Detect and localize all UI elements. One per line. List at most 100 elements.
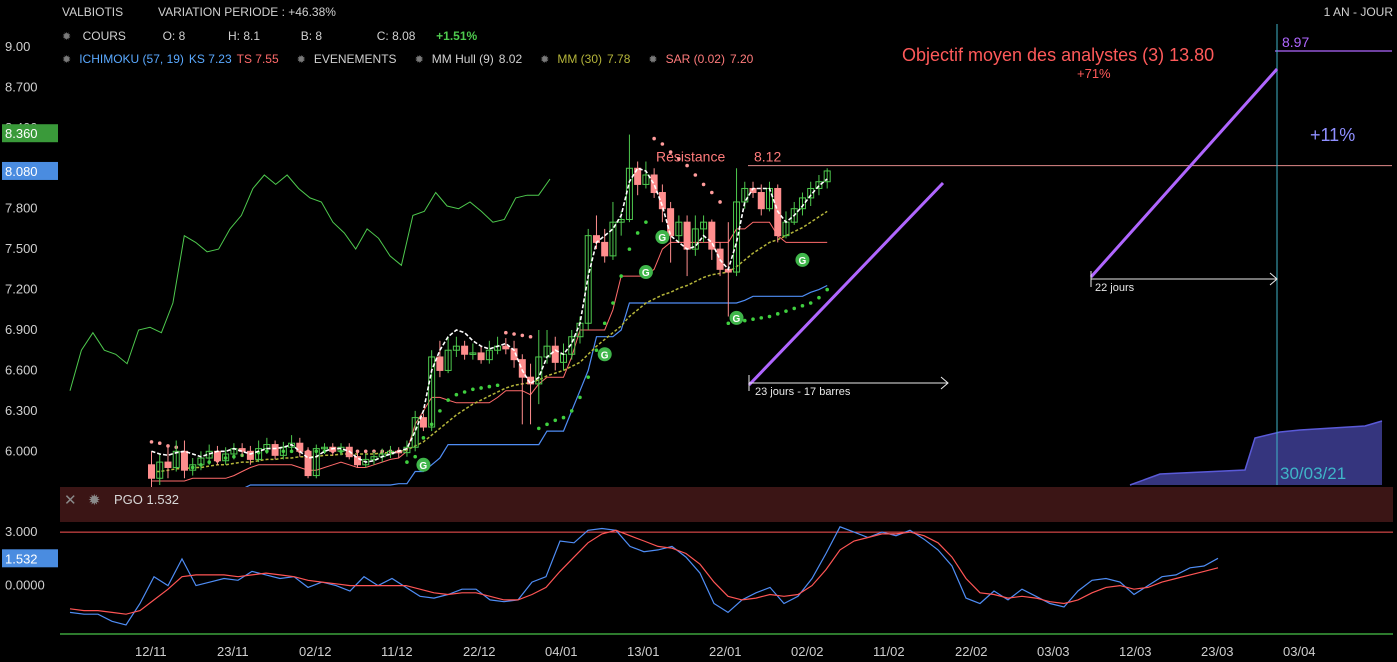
ichimoku-ks-line (151, 284, 828, 490)
x-tick-label: 22/01 (709, 644, 742, 659)
y-tick-label: 9.00 (5, 39, 30, 54)
indicator-label[interactable]: SAR (0.02) (665, 52, 725, 66)
candle-body (609, 221, 617, 257)
x-tick-label: 22/02 (955, 644, 988, 659)
indicator-label[interactable]: TS 7.55 (236, 52, 279, 66)
indicator-label[interactable]: MM (30) (557, 52, 603, 66)
span-arrow-2-head (1269, 272, 1278, 286)
indicator-label[interactable]: KS 7.23 (188, 52, 232, 66)
sar-dot (701, 182, 706, 187)
candle-body (271, 444, 279, 456)
x-tick-label: 11/02 (873, 644, 905, 659)
span-label-1: 23 jours - 17 barres (755, 386, 851, 398)
candle-body (650, 174, 658, 194)
symbol-name: VALBIOTIS (62, 5, 124, 19)
x-tick-label: 23/03 (1201, 644, 1234, 659)
sar-dot (800, 303, 805, 308)
analyst-objective-pct: +71% (1077, 66, 1111, 81)
sar-dot (685, 163, 689, 168)
sar-dot (462, 390, 467, 394)
y-tick-label: 7.800 (5, 201, 38, 216)
oscillator-badge (2, 549, 58, 568)
gear-icon[interactable]: ✹ (648, 54, 658, 66)
gear-icon[interactable]: ✹ (62, 31, 72, 43)
event-marker (795, 252, 810, 267)
quote-bar: ✹ COURS O: 8 H: 8.1 B: 8 C: 8.08 +1.51% (62, 29, 477, 43)
indicator-label[interactable]: 7.20 (729, 52, 754, 66)
sar-dot (784, 309, 788, 313)
ichimoku-cloud-edge (1129, 420, 1383, 486)
high-value: 8.1 (243, 29, 261, 43)
sar-dot (726, 321, 731, 326)
y-tick-label: 6.900 (5, 322, 38, 337)
candle-body (222, 453, 230, 462)
sar-dot (718, 200, 722, 204)
resistance-label: Résistance (656, 149, 725, 165)
close-value: 8.08 (392, 29, 416, 43)
candle-body (700, 221, 708, 230)
indicator-label[interactable]: ICHIMOKU (57, 19) (79, 52, 184, 66)
sar-dot (602, 321, 607, 326)
candle-body (823, 170, 831, 183)
sar-dot (413, 454, 417, 459)
event-marker-label: G (798, 256, 806, 267)
candle-body (362, 458, 370, 466)
sar-dot (553, 418, 558, 423)
indicator-label[interactable]: 8.02 (498, 52, 523, 66)
sar-dot (742, 318, 747, 323)
gear-icon[interactable]: ✹ (540, 54, 550, 66)
candle-body (255, 448, 263, 460)
candle-body (461, 345, 469, 355)
candle-body (370, 456, 378, 460)
candle-body (658, 192, 666, 210)
event-marker (597, 347, 612, 362)
candle-body (304, 450, 312, 477)
event-marker (638, 265, 653, 280)
sar-dot (149, 440, 154, 444)
candle-body (180, 450, 188, 471)
sar-dot (635, 231, 640, 235)
candle-body (164, 461, 172, 468)
candle-body (452, 345, 460, 351)
sar-dot (438, 409, 442, 413)
target-pct: +11% (1310, 125, 1355, 145)
event-marker-label: G (733, 314, 741, 325)
event-marker-label: G (419, 461, 427, 472)
candle-body (502, 345, 510, 350)
gear-icon[interactable]: ✹ (414, 54, 424, 66)
high-price-badge-label: 8.360 (5, 126, 38, 141)
candle-body (733, 201, 741, 273)
period-selector[interactable]: 1 AN - JOUR (1323, 5, 1393, 19)
gear-icon[interactable]: ✹ (296, 54, 306, 66)
y-tick-label: 6.600 (5, 362, 38, 377)
sar-dot (289, 449, 294, 454)
event-marker (655, 230, 670, 244)
candle-body (708, 221, 716, 250)
x-tick-label: 11/12 (381, 644, 413, 659)
candle-body (197, 457, 205, 466)
x-tick-label: 03/04 (1283, 644, 1316, 659)
indicator-label[interactable]: MM Hull (9) (431, 52, 494, 66)
indicator-label[interactable]: EVENEMENTS (313, 52, 397, 66)
x-tick-label: 22/12 (463, 644, 496, 659)
gear-icon[interactable]: ✹ (62, 54, 72, 66)
sar-dot (751, 317, 755, 322)
resistance-value: 8.12 (754, 149, 781, 165)
candle-body (419, 417, 427, 428)
mm30-line (151, 210, 828, 473)
sar-dot (677, 157, 681, 161)
last-price-badge-label: 8.080 (5, 164, 38, 179)
sar-dot (586, 375, 591, 379)
candle-body (535, 356, 543, 385)
sar-dot (817, 295, 821, 300)
x-tick-label: 13/01 (627, 644, 660, 659)
candle-body (807, 187, 815, 199)
open-value: 8 (178, 29, 186, 43)
event-marker (729, 310, 744, 325)
indicator-label[interactable]: 7.78 (607, 52, 631, 66)
sar-dot (528, 334, 533, 339)
sar-dot (775, 312, 780, 316)
ichimoku-cloud (1130, 421, 1382, 485)
sar-dot (644, 220, 648, 224)
